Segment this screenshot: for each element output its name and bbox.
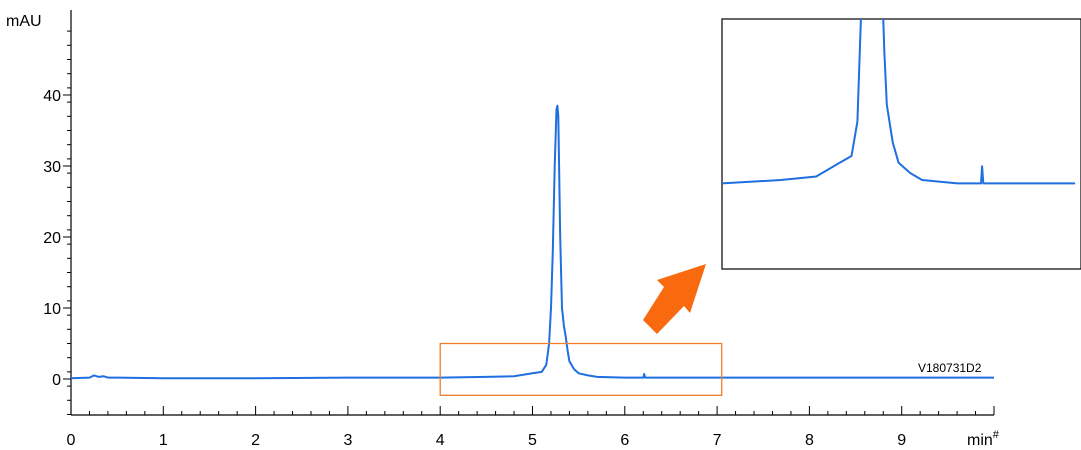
x-tick-label: 8 — [805, 432, 814, 449]
main-trace-line — [70, 104, 994, 380]
x-tick-label: 9 — [897, 432, 906, 449]
y-tick-label: 30 — [43, 159, 61, 176]
y-tick-label: 20 — [43, 230, 61, 247]
y-tick-label: 10 — [43, 301, 61, 318]
y-tick-label: 40 — [43, 88, 61, 105]
tick-marks — [63, 30, 995, 415]
x-tick-label: 5 — [528, 432, 537, 449]
x-tick-label: 3 — [343, 432, 352, 449]
x-tick-label: 1 — [159, 432, 168, 449]
inset-trace-line — [722, 19, 1076, 185]
x-unit-suffix: # — [993, 429, 1000, 441]
x-tick-label: 0 — [67, 432, 76, 449]
x-tick-label: 7 — [713, 432, 722, 449]
x-unit-text: min — [967, 432, 993, 449]
inset-frame — [721, 18, 1081, 270]
tick-labels: 0 1 2 3 4 5 6 7 8 9 0 10 20 30 40 — [43, 88, 906, 449]
y-unit-label: mAU — [6, 13, 42, 30]
y-tick-label: 0 — [52, 372, 61, 389]
x-tick-label: 4 — [436, 432, 445, 449]
x-tick-label: 2 — [251, 432, 260, 449]
x-unit-label: min# — [967, 429, 1000, 449]
zoom-arrow — [643, 264, 706, 334]
zoom-region-box — [439, 342, 723, 396]
trace-name-label: V180731D2 — [918, 361, 982, 375]
x-tick-label: 6 — [620, 432, 629, 449]
